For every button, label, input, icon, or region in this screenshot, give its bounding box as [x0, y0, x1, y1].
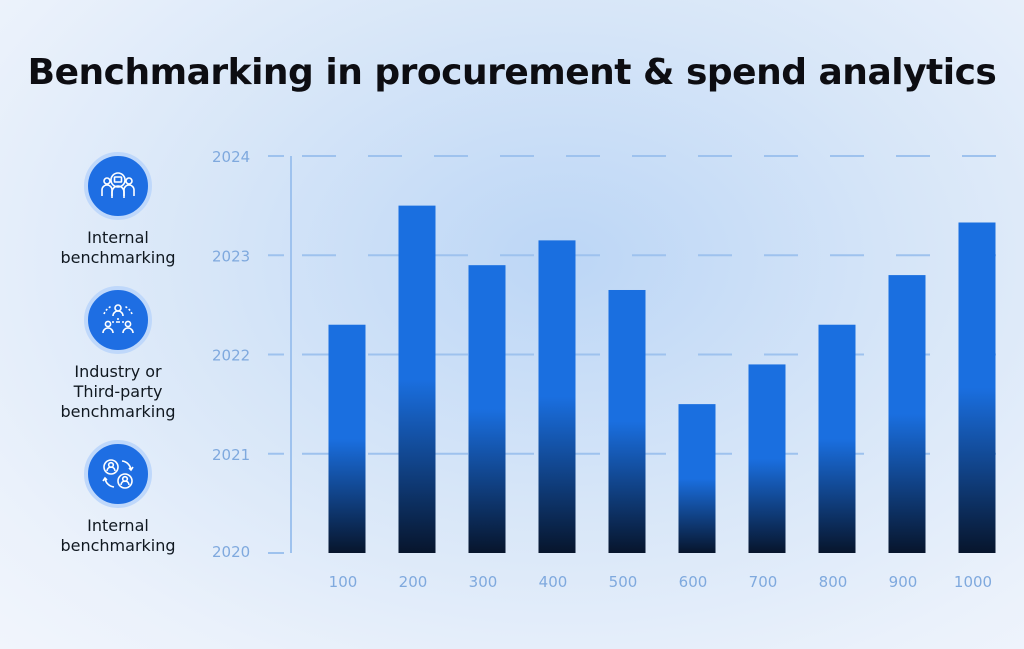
legend-label-line: benchmarking [60, 402, 176, 421]
x-tick-label: 900 [889, 573, 918, 591]
bar-200 [398, 205, 436, 553]
network-people-icon [84, 286, 152, 354]
legend-item-third-party-benchmarking: Industry or Third-party benchmarking [28, 286, 208, 422]
bar-800 [818, 324, 856, 553]
x-tick-label: 300 [469, 573, 498, 591]
x-tick-label: 100 [329, 573, 358, 591]
x-tick-label: 1000 [954, 573, 992, 591]
bar-500 [608, 289, 646, 553]
y-tick-label: 2020 [212, 543, 250, 561]
legend-label-line: Internal [87, 516, 149, 535]
legend-label-line: Third-party [73, 382, 163, 401]
x-tick-label: 400 [539, 573, 568, 591]
y-tick-label: 2022 [212, 347, 250, 365]
bar-1000 [958, 222, 996, 553]
bar-900 [888, 275, 926, 553]
x-tick-label: 700 [749, 573, 778, 591]
bar-700 [748, 364, 786, 553]
exchange-people-icon [84, 440, 152, 508]
legend-item-internal-benchmarking: Internal benchmarking [28, 152, 208, 268]
bar-600 [678, 404, 716, 553]
legend-label-line: Industry or [74, 362, 162, 381]
x-tick-label: 800 [819, 573, 848, 591]
x-tick-label: 600 [679, 573, 708, 591]
page-title: Benchmarking in procurement & spend anal… [27, 52, 997, 93]
bar-100 [328, 324, 366, 553]
x-tick-label: 200 [399, 573, 428, 591]
legend-label-line: benchmarking [60, 248, 176, 267]
bar-400 [538, 240, 576, 554]
y-tick-label: 2024 [212, 148, 250, 166]
y-tick-label: 2021 [212, 446, 250, 464]
bar-300 [468, 265, 506, 553]
legend-label-line: benchmarking [60, 536, 176, 555]
y-tick-label: 2023 [212, 247, 250, 265]
legend-label-line: Internal [87, 228, 149, 247]
legend-item-internal-benchmarking-2: Internal benchmarking [28, 440, 208, 556]
team-analytics-icon [84, 152, 152, 220]
x-tick-label: 500 [609, 573, 638, 591]
